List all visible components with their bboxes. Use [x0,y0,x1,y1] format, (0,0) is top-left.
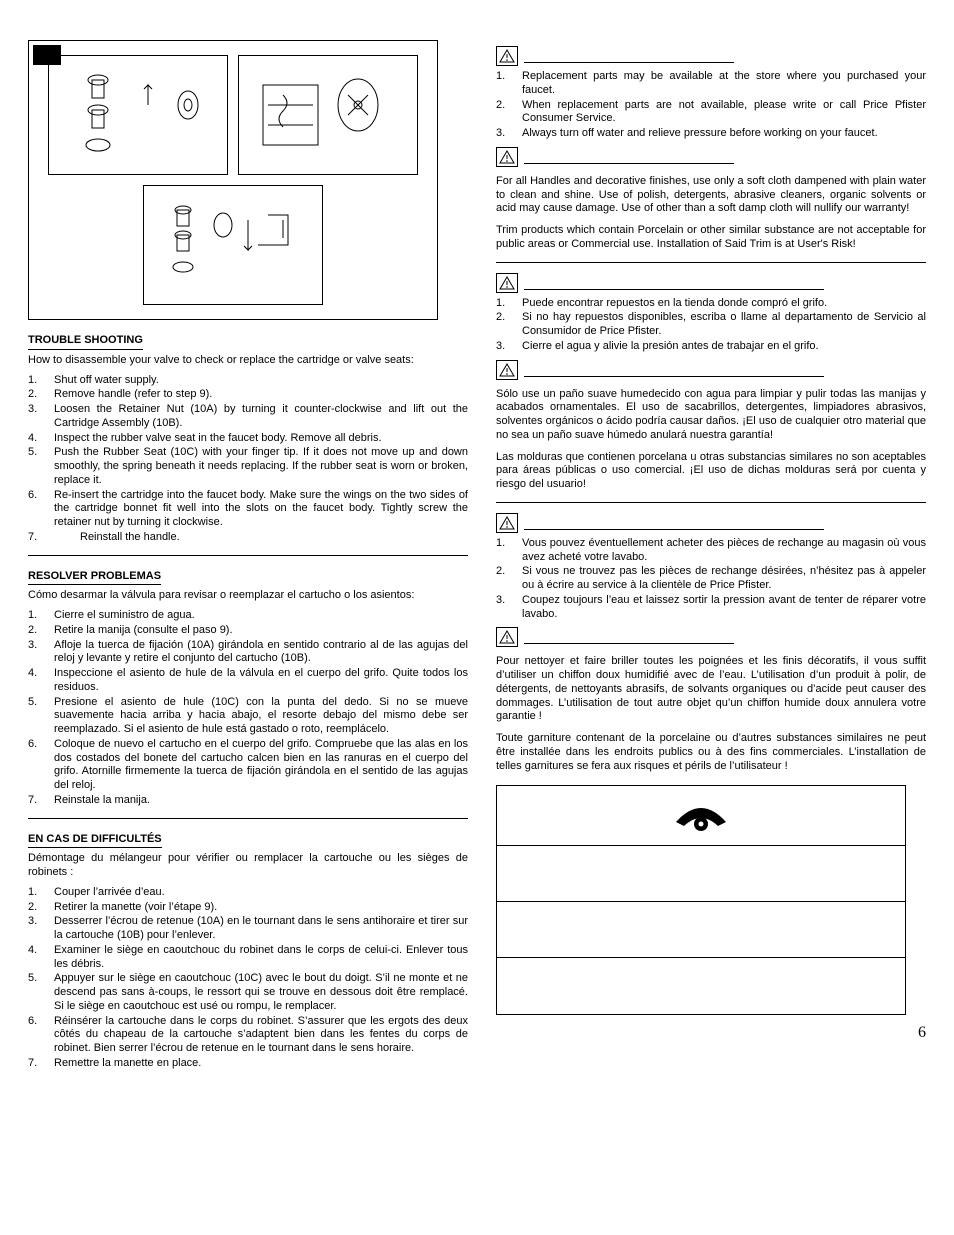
care1-en: For all Handles and decorative finishes,… [496,175,926,216]
diagram-svg-a [58,65,218,165]
warn-care-es [496,360,926,380]
troubleshoot-en: TROUBLE SHOOTING How to disassemble your… [28,334,468,556]
diagram-panel-c [143,185,323,305]
replace-steps-en: 1.Replacement parts may be available at … [496,70,926,141]
contact-cell-2 [497,902,905,958]
intro-es: Cómo desarmar la válvula para revisar o … [28,589,468,603]
diagram-panel-b [238,55,418,175]
warning-icon [496,147,518,167]
warning-icon [496,273,518,293]
contact-box [496,785,906,1015]
care2-en: Trim products which contain Porcelain or… [496,224,926,252]
contact-cell-3 [497,958,905,1014]
warning-icon [496,513,518,533]
warning-icon [496,46,518,66]
care1-es: Sólo use un paño suave humedecido con ag… [496,388,926,443]
phone-icon [666,798,736,834]
steps-en: 1.Shut off water supply. 2.Remove handle… [28,374,468,545]
steps-es: 1.Cierre el suministro de agua. 2.Retire… [28,609,468,808]
troubleshoot-fr: EN CAS DE DIFFICULTÉS Démontage du mélan… [28,833,468,1071]
section-title-fr: EN CAS DE DIFFICULTÉS [28,833,162,849]
warn-replace-fr [496,513,926,533]
care2-fr: Toute garniture contenant de la porcelai… [496,732,926,773]
warn-replace-es [496,273,926,293]
warn-care-en [496,147,926,167]
diagram-svg-c [153,195,313,295]
warning-icon [496,360,518,380]
section-title-es: RESOLVER PROBLEMAS [28,570,161,586]
diagram-step-badge [33,45,61,65]
warning-icon [496,627,518,647]
phone-icon-row [497,786,905,846]
contact-cell-1 [497,846,905,902]
care1-fr: Pour nettoyer et faire briller toutes le… [496,655,926,724]
steps-fr: 1.Couper l’arrivée d’eau. 2.Retirer la m… [28,886,468,1071]
intro-fr: Démontage du mélangeur pour vérifier ou … [28,852,468,880]
replace-steps-fr: 1.Vous pouvez éventuellement acheter des… [496,537,926,622]
diagram-panel-a [48,55,228,175]
diagram-svg-b [248,65,408,165]
diagram-box [28,40,438,320]
warn-care-fr [496,627,926,647]
care2-es: Las molduras que contienen porcelana u o… [496,451,926,492]
replace-steps-es: 1.Puede encontrar repuestos en la tienda… [496,297,926,354]
page-number: 6 [496,1023,926,1043]
intro-en: How to disassemble your valve to check o… [28,354,468,368]
section-title-en: TROUBLE SHOOTING [28,334,143,350]
warn-replace-en [496,46,926,66]
troubleshoot-es: RESOLVER PROBLEMAS Cómo desarmar la válv… [28,570,468,819]
